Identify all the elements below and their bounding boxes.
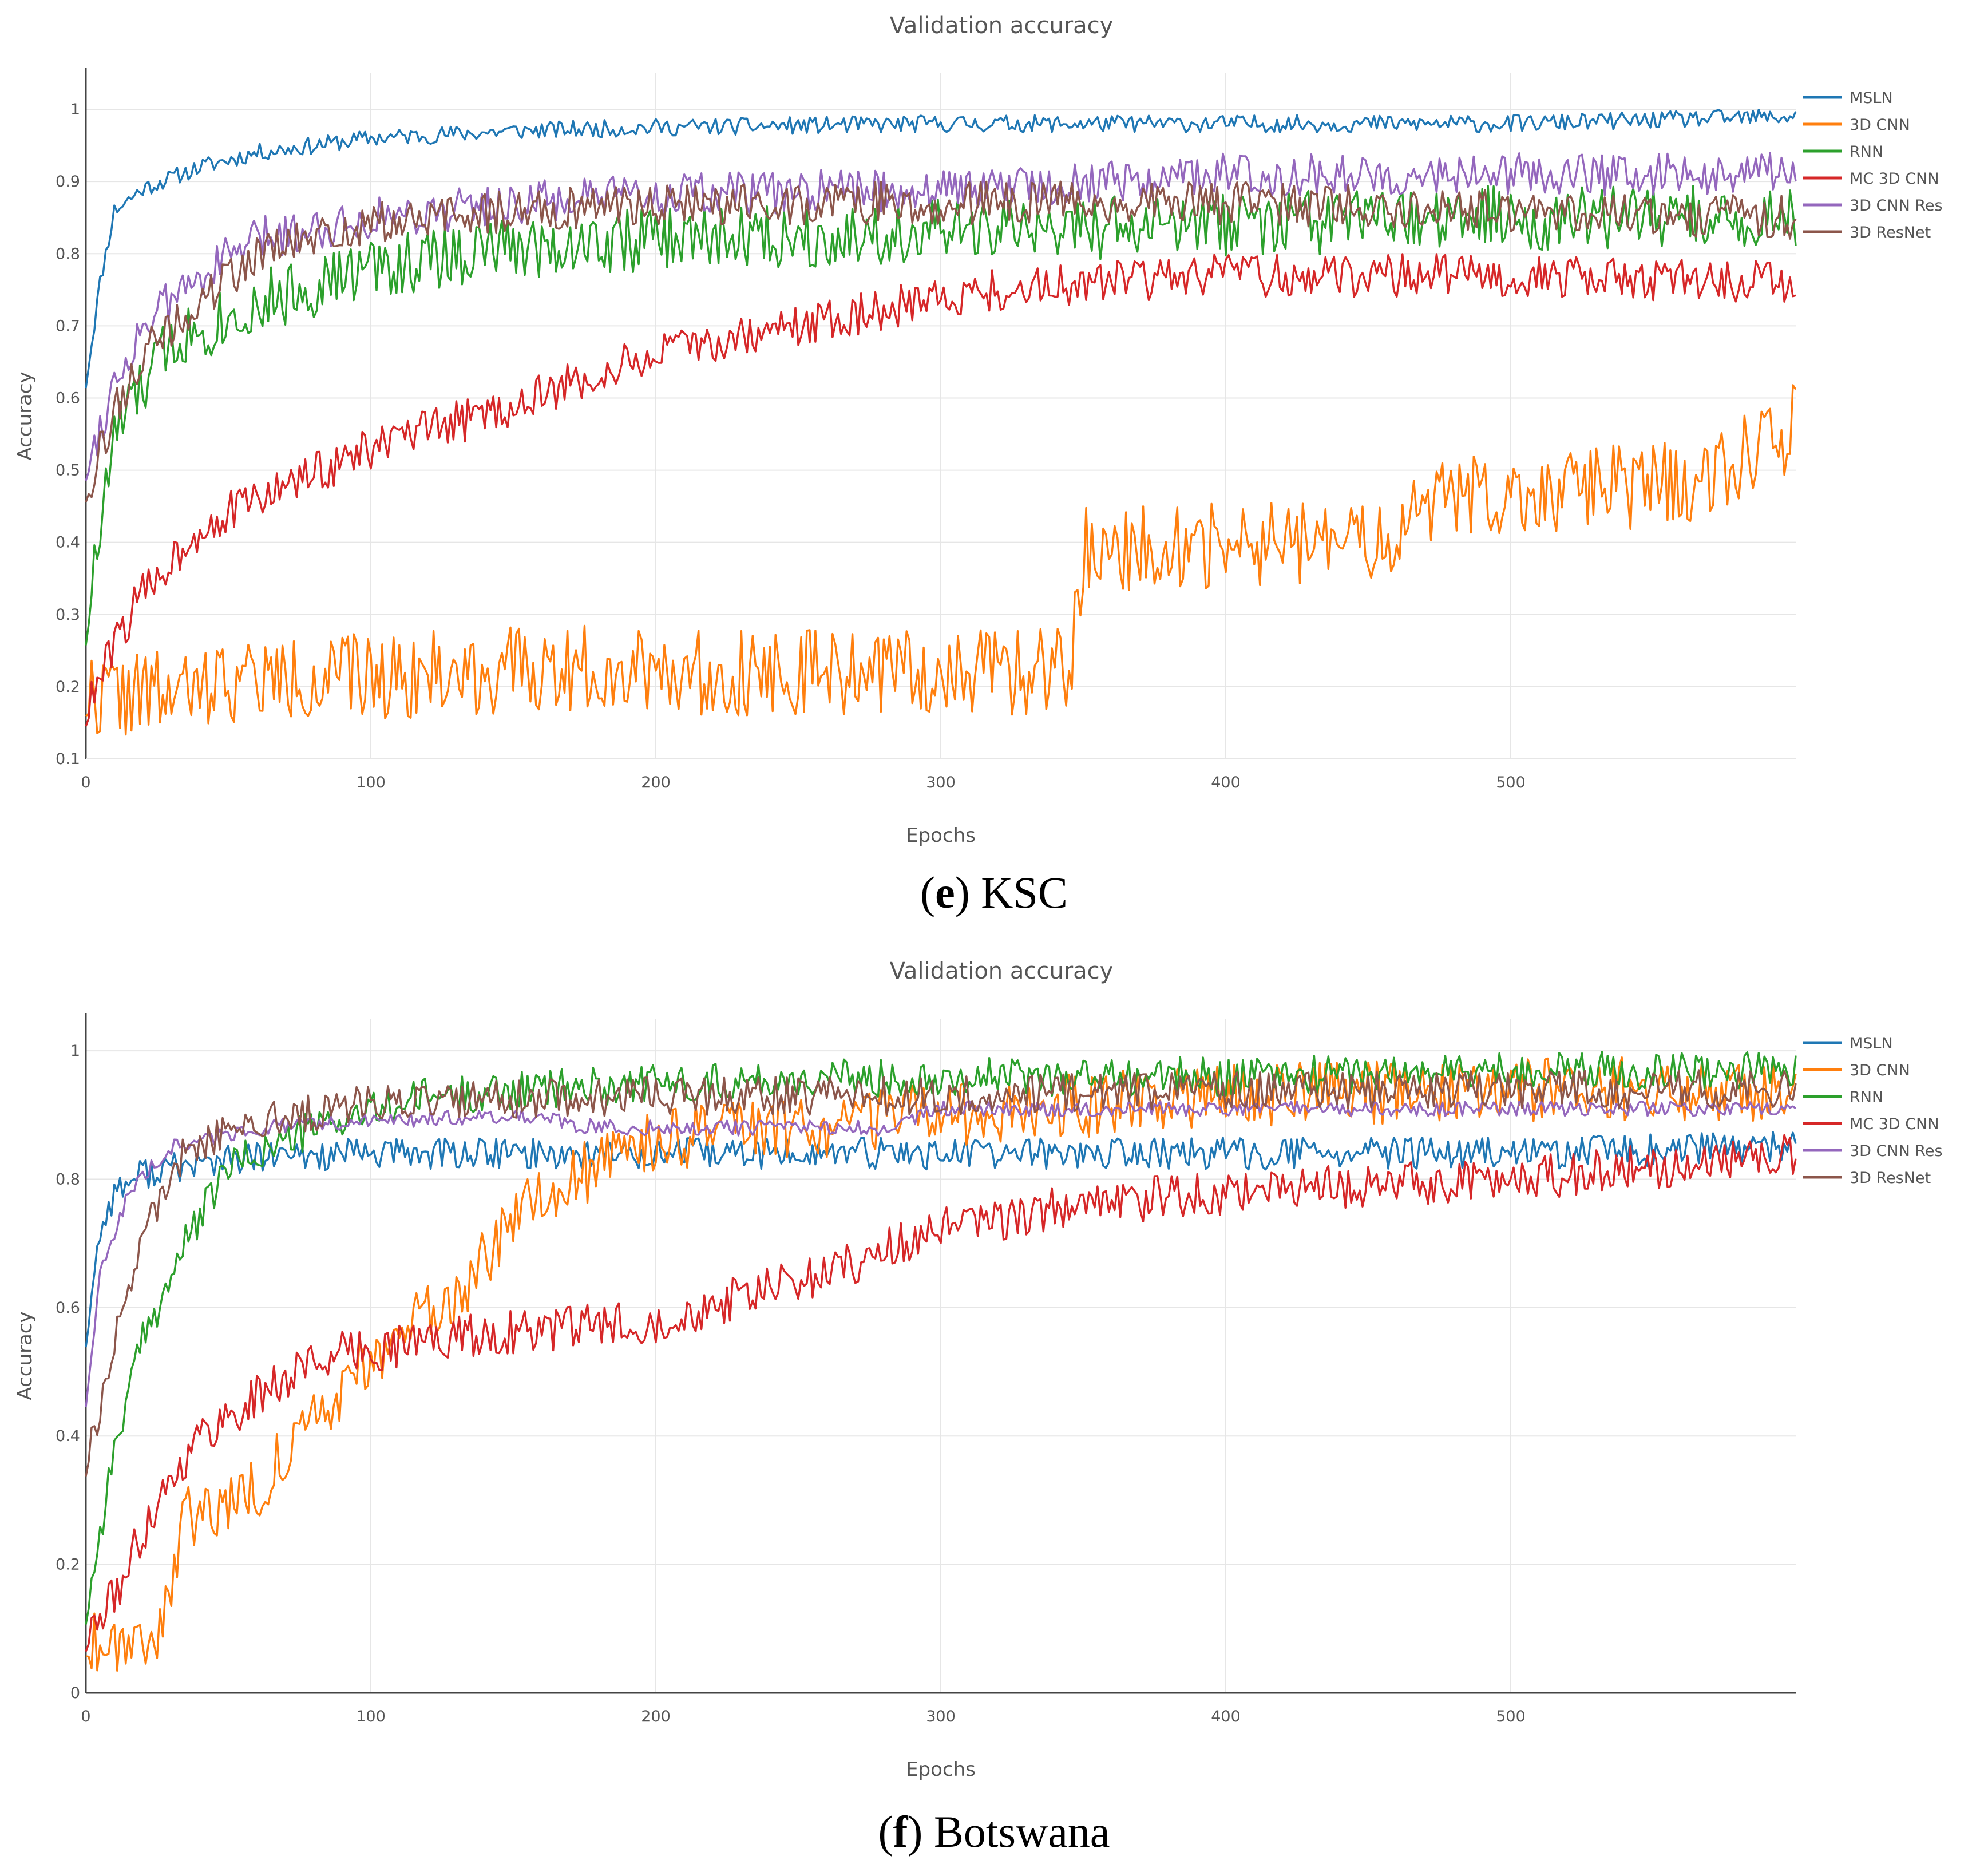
x-tick-label: 500 [1496, 774, 1526, 791]
y-tick-label: 0.6 [56, 389, 80, 407]
legend-item-label: 3D CNN Res [1850, 1142, 1943, 1160]
series-line-3d-resnet [85, 180, 1797, 502]
x-axis-title: Epochs [906, 824, 976, 847]
x-tick-label: 300 [926, 1708, 956, 1725]
chart-title: Validation accuracy [890, 13, 1114, 39]
x-axis-title: Epochs [906, 1758, 976, 1781]
series-line-rnn [85, 1051, 1797, 1625]
y-tick-label: 0.8 [56, 1170, 80, 1188]
y-tick-label: 0.4 [56, 534, 80, 552]
y-tick-label: 0 [70, 1684, 80, 1702]
caption-letter: e [935, 868, 955, 917]
x-tick-label: 100 [356, 774, 386, 791]
legend-item-label: 3D CNN [1850, 116, 1910, 134]
series-line-3d-cnn-res [85, 1100, 1796, 1408]
legend-item-label: RNN [1850, 1089, 1883, 1106]
y-tick-label: 1 [70, 101, 80, 118]
legend-item-label: MSLN [1850, 89, 1893, 107]
y-axis-title: Accuracy [14, 1311, 37, 1400]
x-tick-label: 200 [641, 774, 671, 791]
series-line-mc-3d-cnn [85, 253, 1796, 727]
y-tick-label: 0.7 [56, 317, 80, 335]
x-tick-label: 400 [1211, 1708, 1241, 1725]
series-line-mc-3d-cnn [85, 1134, 1797, 1652]
legend-item-label: 3D ResNet [1850, 224, 1931, 242]
series-line-rnn [85, 185, 1797, 646]
series-line-3d-cnn [85, 384, 1797, 736]
legend-item-label: 3D ResNet [1850, 1169, 1931, 1187]
chart-f: Validation accuracy 0 0.2 0.4 0.6 0.8 1 0 100 200… [14, 958, 1943, 1781]
y-tick-label: 0.9 [56, 173, 80, 191]
y-tick-label: 0.8 [56, 245, 80, 263]
series-line-msln [85, 1131, 1797, 1348]
y-tick-label: 0.6 [56, 1299, 80, 1317]
x-tick-label: 200 [641, 1708, 671, 1725]
legend-item-label: 3D CNN [1850, 1062, 1910, 1079]
y-tick-label: 0.2 [56, 678, 80, 696]
chart-title: Validation accuracy [890, 958, 1114, 984]
caption-e: (e) KSC [920, 868, 1068, 917]
y-tick-label: 0.3 [56, 606, 80, 624]
x-tick-label: 0 [81, 774, 90, 791]
legend-item-label: MC 3D CNN [1850, 1115, 1939, 1133]
y-tick-label: 0.4 [56, 1427, 80, 1445]
caption-letter: f [893, 1807, 908, 1857]
chart-panel-e: Validation accuracy 0.1 0.2 0.3 0.4 0.5 0.6 0.7… [14, 13, 1943, 917]
y-tick-label: 0.1 [56, 750, 80, 768]
x-tick-label: 400 [1211, 774, 1241, 791]
series-line-3d-cnn [85, 1056, 1797, 1672]
y-tick-label: 0.5 [56, 462, 80, 480]
x-tick-label: 0 [81, 1708, 90, 1725]
caption-text: ) KSC [955, 868, 1068, 917]
legend-item-label: RNN [1850, 143, 1883, 161]
y-tick-label: 1 [70, 1042, 80, 1060]
series-line-3d-resnet [85, 1069, 1797, 1477]
legend-item-label: MC 3D CNN [1850, 170, 1939, 188]
chart-e: Validation accuracy 0.1 0.2 0.3 0.4 0.5 0.6 0.7… [14, 13, 1943, 847]
chart-panel-f: Validation accuracy 0 0.2 0.4 0.6 0.8 1 0 100 200… [0, 939, 1988, 1876]
y-tick-label: 0.2 [56, 1556, 80, 1574]
legend-item-label: MSLN [1850, 1035, 1893, 1052]
caption-text: ) Botswana [908, 1807, 1110, 1857]
x-tick-label: 500 [1496, 1708, 1526, 1725]
caption-f: (f) Botswana [878, 1807, 1110, 1857]
y-axis-title: Accuracy [14, 371, 37, 460]
x-tick-label: 100 [356, 1708, 386, 1725]
legend-item-label: 3D CNN Res [1850, 197, 1943, 215]
x-tick-label: 300 [926, 774, 956, 791]
series-line-msln [85, 108, 1797, 389]
